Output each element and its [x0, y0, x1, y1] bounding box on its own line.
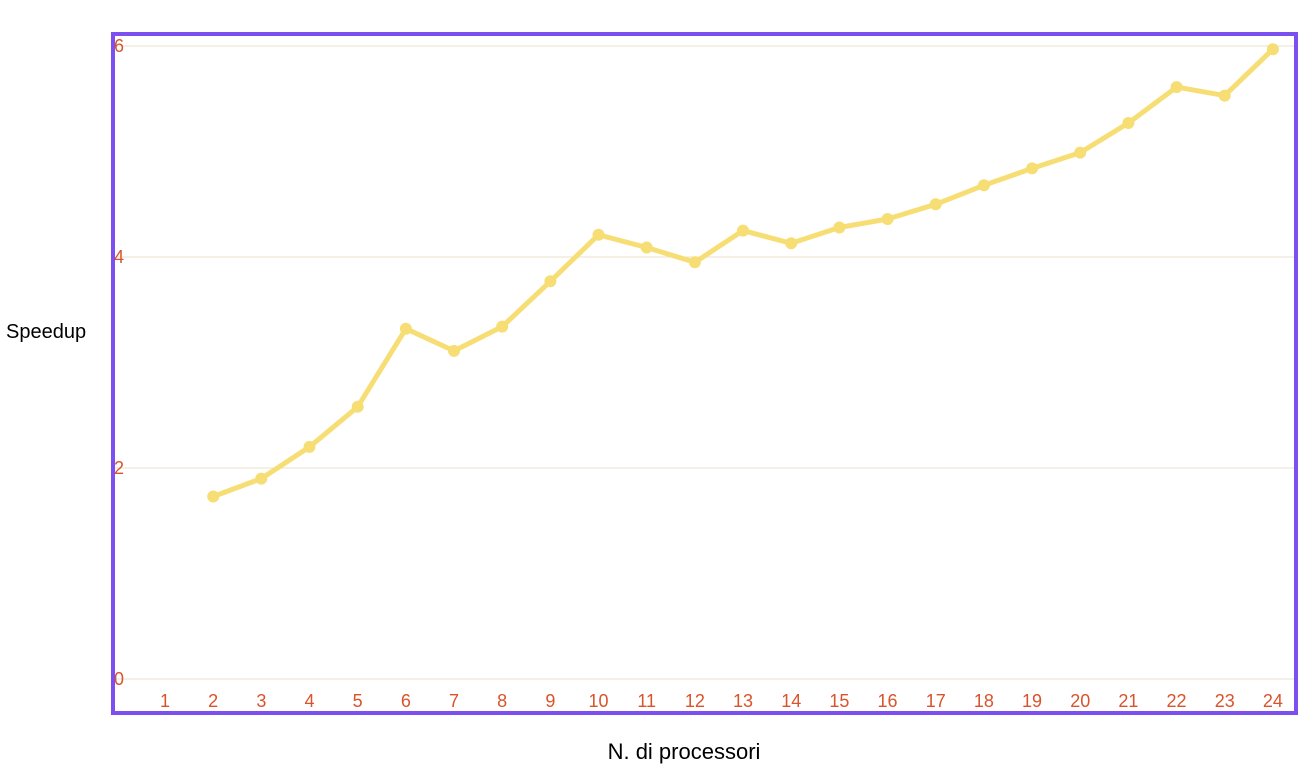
x-tick-label: 20 — [1070, 691, 1090, 711]
data-point — [207, 491, 219, 503]
x-tick-label: 23 — [1215, 691, 1235, 711]
data-point — [544, 275, 556, 287]
series-group — [207, 43, 1279, 502]
x-tick-label: 10 — [589, 691, 609, 711]
x-tick-label: 15 — [829, 691, 849, 711]
x-tick-label: 12 — [685, 691, 705, 711]
data-point — [255, 473, 267, 485]
data-point — [352, 401, 364, 413]
x-tick-labels: 1 2 3 4 5 6 7 8 9 10 11 12 13 14 15 16 17 18 19 20 21 22 23 24 — [160, 691, 1283, 711]
data-point — [400, 323, 412, 335]
y-tick-label: 0 — [114, 669, 124, 689]
series-line — [213, 49, 1273, 496]
x-tick-label: 19 — [1022, 691, 1042, 711]
data-point — [689, 256, 701, 268]
x-tick-label: 2 — [208, 691, 218, 711]
data-point — [737, 225, 749, 237]
x-tick-label: 6 — [401, 691, 411, 711]
x-tick-label: 13 — [733, 691, 753, 711]
x-tick-label: 9 — [545, 691, 555, 711]
y-tick-labels: 0 2 4 6 — [114, 36, 124, 689]
x-tick-label: 11 — [637, 691, 656, 711]
x-tick-label: 18 — [974, 691, 994, 711]
data-point — [304, 441, 316, 453]
data-point — [1026, 162, 1038, 174]
data-point — [1171, 81, 1183, 93]
x-tick-label: 1 — [160, 691, 170, 711]
data-point — [930, 198, 942, 210]
x-tick-label: 5 — [353, 691, 363, 711]
x-tick-label: 16 — [878, 691, 898, 711]
x-tick-label: 24 — [1263, 691, 1283, 711]
data-point — [1122, 117, 1134, 129]
x-tick-label: 17 — [926, 691, 946, 711]
y-tick-label: 4 — [114, 247, 124, 267]
y-tick-label: 2 — [114, 458, 124, 478]
data-point — [1219, 90, 1231, 102]
grid-lines — [115, 46, 1294, 679]
x-tick-label: 22 — [1167, 691, 1187, 711]
x-tick-label: 8 — [497, 691, 507, 711]
x-tick-label: 7 — [449, 691, 459, 711]
data-point — [882, 213, 894, 225]
x-axis-title: N. di processori — [0, 739, 1308, 765]
data-point — [785, 237, 797, 249]
x-tick-label: 21 — [1118, 691, 1138, 711]
data-point — [833, 222, 845, 234]
plot-frame — [113, 34, 1296, 713]
data-point — [448, 345, 460, 357]
y-axis-title: Speedup — [6, 321, 86, 344]
x-tick-label: 4 — [305, 691, 315, 711]
x-tick-label: 3 — [256, 691, 266, 711]
data-point — [496, 321, 508, 333]
data-point — [593, 229, 605, 241]
data-point — [1074, 147, 1086, 159]
data-point — [1267, 43, 1279, 55]
data-point — [978, 179, 990, 191]
x-tick-label: 14 — [781, 691, 801, 711]
y-tick-label: 6 — [114, 36, 124, 56]
data-point — [641, 242, 653, 254]
